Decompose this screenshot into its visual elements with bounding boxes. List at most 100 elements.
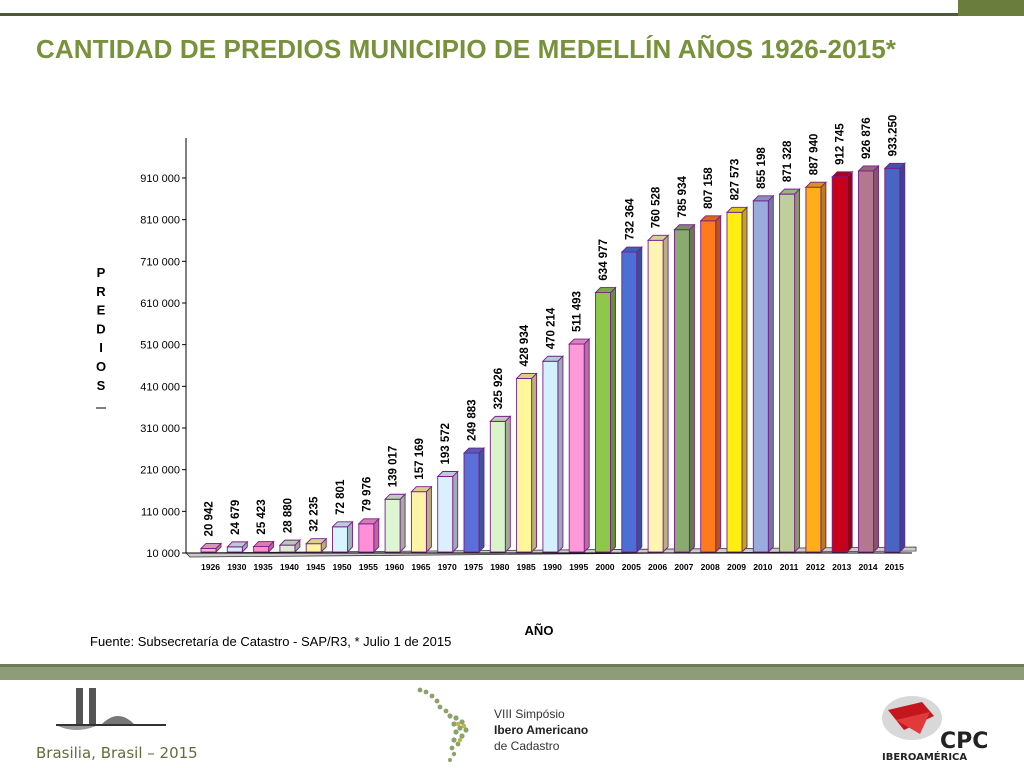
bar: [436, 470, 459, 554]
simposio-logo-text: VIII Simpósio Ibero Americano de Cadastr…: [494, 706, 588, 754]
x-tick-label: 1950: [332, 562, 351, 572]
bar-value-label: 32 235: [309, 496, 321, 532]
bar: [541, 355, 564, 554]
x-tick-label: 2010: [753, 562, 772, 572]
x-tick-label: 1985: [517, 562, 536, 572]
x-tick-label: 1955: [359, 562, 378, 572]
x-tick-label: 2005: [622, 562, 641, 572]
simposio-line3: de Cadastro: [494, 739, 560, 753]
y-axis-label-letter: O: [96, 359, 106, 374]
x-tick-label: 1935: [254, 562, 273, 572]
bar-value-label: 760 528: [651, 186, 663, 228]
x-tick-label: 2011: [780, 562, 799, 572]
x-tick-label: 1975: [464, 562, 483, 572]
x-tick-label: 2007: [674, 562, 693, 572]
bar-value-label: 25 423: [256, 499, 268, 534]
bar-value-label: 933.250: [887, 115, 899, 157]
bar-value-label: 20 942: [204, 501, 216, 536]
x-tick-label: 2009: [727, 562, 746, 572]
x-tick-label: 1965: [411, 562, 430, 572]
x-tick-label: 1980: [490, 562, 509, 572]
bar-value-label: 912 745: [835, 123, 847, 165]
y-axis-label-letter: I: [99, 340, 103, 355]
bar: [278, 539, 301, 554]
y-tick-label: 810 000: [140, 215, 180, 227]
cpc-logo-text: CPC: [940, 729, 988, 754]
bar-value-label: 926 876: [861, 117, 873, 159]
bar-value-label: 732 364: [624, 198, 636, 240]
y-axis-label-letter: E: [97, 303, 106, 318]
bar: [752, 194, 775, 554]
x-tick-label: 2008: [701, 562, 720, 572]
bar: [305, 537, 328, 554]
bar-value-label: 28 880: [282, 498, 294, 533]
x-tick-label: 1945: [306, 562, 325, 572]
top-bar-line: [0, 13, 1024, 16]
bar-value-label: 634 977: [598, 239, 610, 281]
x-tick-label: 1926: [201, 562, 220, 572]
bar-value-label: 807 158: [703, 167, 715, 209]
bar: [515, 372, 538, 554]
bar-value-label: 785 934: [677, 176, 689, 218]
x-tick-label: 1960: [385, 562, 404, 572]
y-tick-label: 510 000: [140, 340, 180, 352]
bar: [357, 517, 380, 554]
bar: [673, 223, 696, 554]
y-axis-label-letter: R: [96, 284, 106, 299]
latin-america-map-icon: [417, 687, 469, 762]
y-tick-label: 10 000: [146, 548, 180, 560]
y-tick-label: 110 000: [141, 506, 180, 518]
brasilia-congress-icon: [56, 688, 166, 730]
bar-chart: 10 000 110 000 210 000 310 000 410 000 510 00…: [96, 115, 917, 638]
bar: [647, 234, 670, 554]
bar: [778, 188, 801, 554]
bar: [831, 170, 854, 554]
cpc-sub-text: IBEROAMÉRICA: [882, 750, 967, 762]
x-tick-label: 1930: [227, 562, 246, 572]
bar-value-label: 72 801: [335, 479, 347, 515]
bar: [331, 520, 354, 554]
bar-value-label: 428 934: [519, 324, 531, 366]
y-axis-label-letter: D: [96, 321, 105, 336]
bar: [883, 162, 906, 554]
bar: [594, 286, 617, 554]
bar-value-label: 79 976: [361, 477, 373, 512]
bar: [568, 337, 591, 554]
bar: [410, 485, 433, 554]
bar: [462, 446, 486, 554]
top-bar: [0, 0, 1024, 16]
x-tick-label: 1995: [569, 562, 588, 572]
x-tick-label: 2012: [806, 562, 825, 572]
bar: [699, 214, 722, 554]
bar: [804, 181, 827, 554]
footer-location: Brasilia, Brasil – 2015: [36, 744, 198, 762]
bar: [489, 415, 512, 554]
x-tick-label: 1940: [280, 562, 299, 572]
x-tick-label: 2015: [885, 562, 904, 572]
cpc-iberoamerica-logo: CPC IBEROAMÉRICA: [882, 696, 988, 762]
bar-value-label: 511 493: [572, 291, 584, 332]
bar-value-label: 470 214: [545, 307, 557, 349]
source-note: Fuente: Subsecretaría de Catastro - SAP/…: [90, 634, 452, 649]
slide-title: CANTIDAD DE PREDIOS MUNICIPIO DE MEDELLÍ…: [36, 34, 897, 64]
x-tick-label: 2014: [858, 562, 877, 572]
bar-value-label: 855 198: [756, 147, 768, 189]
bar-value-label: 827 573: [730, 159, 742, 201]
x-axis-label: AÑO: [525, 623, 554, 638]
y-axis-label-letter: S: [97, 378, 106, 393]
x-tick-label: 2000: [595, 562, 614, 572]
bar-value-label: 249 883: [467, 399, 479, 441]
x-tick-label: 2013: [832, 562, 851, 572]
y-tick-label: 610 000: [140, 298, 180, 310]
bar-value-label: 887 940: [808, 134, 820, 176]
bar-value-label: 871 328: [782, 140, 794, 182]
x-tick-label: 1990: [543, 562, 562, 572]
simposio-line2: Ibero Americano: [494, 723, 589, 737]
y-tick-label: 210 000: [140, 465, 180, 477]
bar-value-label: 157 169: [414, 438, 426, 480]
bar-value-label: 24 679: [230, 500, 242, 535]
x-tick-label: 2006: [648, 562, 667, 572]
bar: [725, 206, 749, 554]
x-tick-label: 1970: [438, 562, 457, 572]
bar: [384, 493, 407, 554]
